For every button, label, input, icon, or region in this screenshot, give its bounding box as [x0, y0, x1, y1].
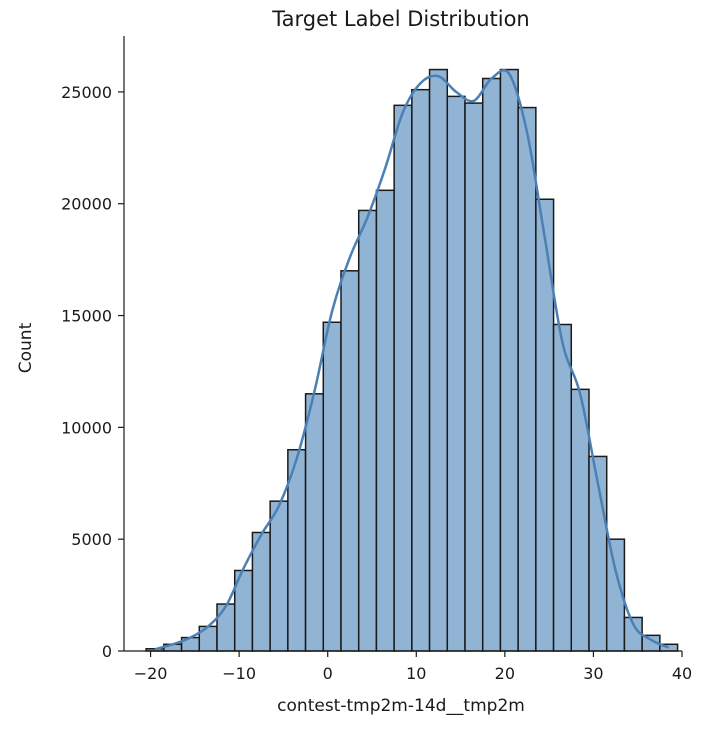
histogram-bar: [552, 323, 573, 652]
chart-title: Target Label Distribution: [271, 7, 530, 31]
histogram-bar: [517, 106, 537, 652]
y-tick-label: 15000: [61, 307, 112, 326]
histogram-bar: [357, 209, 378, 652]
y-ticks: 0 5000 10000 15000 20000 25000: [61, 83, 124, 661]
y-axis-label: Count: [16, 322, 36, 373]
histogram-bar: [304, 393, 325, 652]
histogram-bar: [375, 189, 395, 652]
x-tick-label: 10: [406, 664, 426, 683]
bars-layer: [145, 68, 679, 652]
x-tick-label: 20: [495, 664, 515, 683]
histogram-bar: [322, 321, 342, 652]
histogram-bar: [481, 77, 502, 652]
histogram-bar: [216, 603, 236, 652]
histogram-bar: [499, 68, 519, 652]
histogram-bar: [393, 104, 413, 652]
y-tick-label: 0: [102, 642, 112, 661]
x-tick-label: 0: [323, 664, 333, 683]
y-tick-label: 5000: [71, 530, 112, 549]
y-tick-label: 25000: [61, 83, 112, 102]
histogram-bar: [446, 95, 466, 652]
y-tick-label: 10000: [61, 418, 112, 437]
histogram-bar: [464, 102, 484, 652]
histogram-bar: [269, 500, 289, 652]
kde-line: [154, 69, 670, 651]
histogram-bar: [251, 531, 271, 652]
histogram-bar: [340, 270, 360, 652]
histogram-bar: [428, 68, 449, 652]
x-tick-label: −20: [134, 664, 168, 683]
histogram-bar: [535, 198, 555, 652]
x-tick-label: 30: [583, 664, 603, 683]
x-tick-label: −10: [222, 664, 256, 683]
x-ticks: −20 −10 0 10 20 30 40: [134, 651, 692, 683]
x-tick-label: 40: [672, 664, 692, 683]
y-tick-label: 20000: [61, 195, 112, 214]
axes-layer: [123, 36, 682, 652]
x-axis-label: contest-tmp2m-14d__tmp2m: [277, 696, 525, 716]
histogram-bar: [411, 88, 431, 652]
